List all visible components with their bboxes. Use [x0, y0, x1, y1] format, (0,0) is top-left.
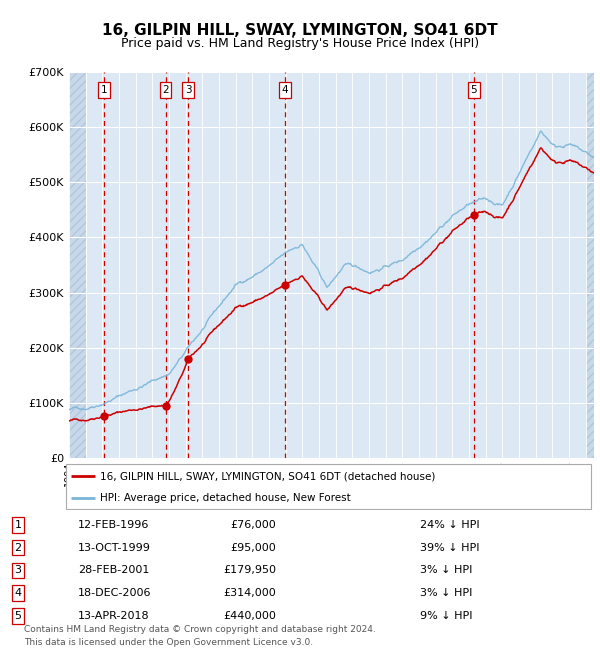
Bar — [586, 72, 594, 458]
Text: 2: 2 — [14, 543, 22, 552]
Text: 3% ↓ HPI: 3% ↓ HPI — [420, 588, 472, 598]
Text: 16, GILPIN HILL, SWAY, LYMINGTON, SO41 6DT (detached house): 16, GILPIN HILL, SWAY, LYMINGTON, SO41 6… — [100, 471, 436, 481]
Text: 24% ↓ HPI: 24% ↓ HPI — [420, 520, 479, 530]
Text: Price paid vs. HM Land Registry's House Price Index (HPI): Price paid vs. HM Land Registry's House … — [121, 37, 479, 50]
Text: 5: 5 — [14, 611, 22, 621]
Text: 3: 3 — [14, 566, 22, 575]
Text: £314,000: £314,000 — [223, 588, 276, 598]
Text: 4: 4 — [14, 588, 22, 598]
Text: 4: 4 — [281, 85, 289, 95]
Text: 13-APR-2018: 13-APR-2018 — [78, 611, 149, 621]
Text: 5: 5 — [470, 85, 477, 95]
Text: Contains HM Land Registry data © Crown copyright and database right 2024.
This d: Contains HM Land Registry data © Crown c… — [24, 625, 376, 647]
Text: £95,000: £95,000 — [230, 543, 276, 552]
Text: 13-OCT-1999: 13-OCT-1999 — [78, 543, 151, 552]
Text: 16, GILPIN HILL, SWAY, LYMINGTON, SO41 6DT: 16, GILPIN HILL, SWAY, LYMINGTON, SO41 6… — [102, 23, 498, 38]
Text: 39% ↓ HPI: 39% ↓ HPI — [420, 543, 479, 552]
Text: 9% ↓ HPI: 9% ↓ HPI — [420, 611, 473, 621]
Text: £440,000: £440,000 — [223, 611, 276, 621]
Text: 1: 1 — [101, 85, 107, 95]
Bar — [69, 72, 86, 458]
Text: HPI: Average price, detached house, New Forest: HPI: Average price, detached house, New … — [100, 493, 351, 502]
Text: 3: 3 — [185, 85, 191, 95]
Text: 28-FEB-2001: 28-FEB-2001 — [78, 566, 149, 575]
Text: 3% ↓ HPI: 3% ↓ HPI — [420, 566, 472, 575]
Text: 2: 2 — [162, 85, 169, 95]
Text: 18-DEC-2006: 18-DEC-2006 — [78, 588, 151, 598]
FancyBboxPatch shape — [65, 464, 592, 510]
Text: 1: 1 — [14, 520, 22, 530]
Text: £179,950: £179,950 — [223, 566, 276, 575]
Text: 12-FEB-1996: 12-FEB-1996 — [78, 520, 149, 530]
Text: £76,000: £76,000 — [230, 520, 276, 530]
